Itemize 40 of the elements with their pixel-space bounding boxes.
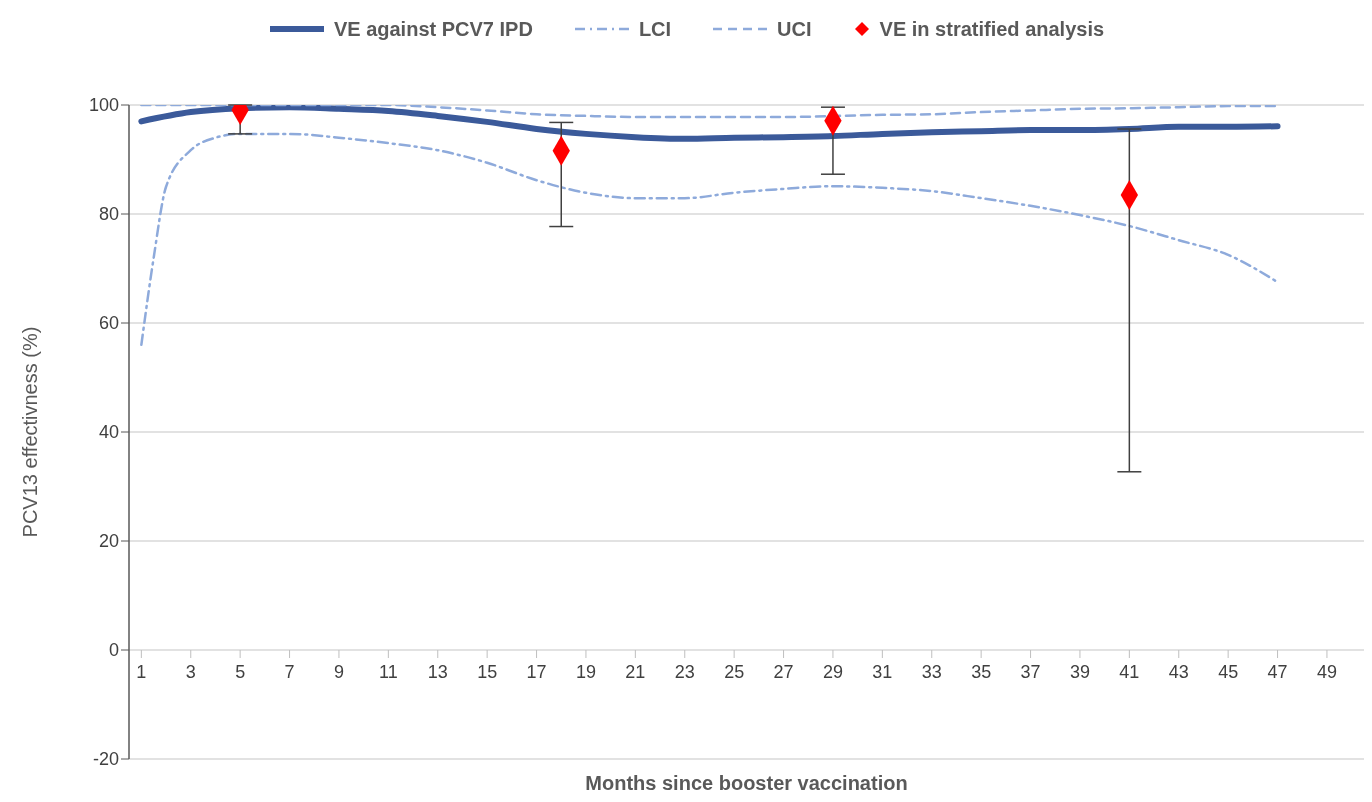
x-tick-label: 1	[136, 662, 147, 682]
x-tick-label: 45	[1218, 662, 1239, 682]
y-tick-label: 60	[98, 313, 119, 334]
y-tick-label: 80	[98, 204, 119, 225]
y-axis-title: PCV13 effectivness (%)	[19, 326, 42, 538]
x-tick-label: 33	[921, 662, 942, 682]
x-tick-label: 9	[333, 662, 344, 682]
x-tick-label: 39	[1069, 662, 1090, 682]
x-tick-label: 27	[773, 662, 794, 682]
x-tick-label: 31	[872, 662, 893, 682]
x-tick-label: 5	[235, 662, 246, 682]
legend-label: LCI	[638, 17, 672, 41]
x-tick-label: 13	[427, 662, 448, 682]
x-tick-label: 23	[674, 662, 695, 682]
x-tick-label: 37	[1020, 662, 1041, 682]
line-series	[140, 105, 1279, 119]
legend-label: UCI	[777, 17, 812, 41]
x-tick-label: 17	[526, 662, 547, 682]
x-tick-label: 43	[1168, 662, 1189, 682]
x-tick-label: 35	[971, 662, 992, 682]
x-tick-label: 11	[379, 662, 398, 682]
x-axis-title: Months since booster vaccination	[585, 772, 908, 794]
x-tick-label: 15	[477, 662, 498, 682]
x-tick-label: 7	[284, 662, 295, 682]
y-tick-label: 0	[108, 640, 119, 661]
x-tick-label: 3	[185, 662, 196, 682]
x-tick-label: 19	[575, 662, 596, 682]
y-tick-label: 20	[98, 531, 119, 552]
y-tick-label: 100	[88, 95, 119, 116]
y-tick-label: 40	[98, 422, 119, 443]
legend-label: VE in stratified analysis	[879, 17, 1105, 41]
x-tick-label: 47	[1267, 662, 1288, 682]
x-tick-label: 29	[822, 662, 843, 682]
x-tick-label: 41	[1119, 662, 1140, 682]
x-tick-label: 21	[625, 662, 646, 682]
x-tick-label: 49	[1316, 662, 1337, 682]
x-tick-label: 25	[724, 662, 745, 682]
line-series	[140, 132, 1279, 347]
y-tick-label: -20	[92, 749, 119, 770]
legend-label: VE against PCV7 IPD	[333, 17, 533, 41]
